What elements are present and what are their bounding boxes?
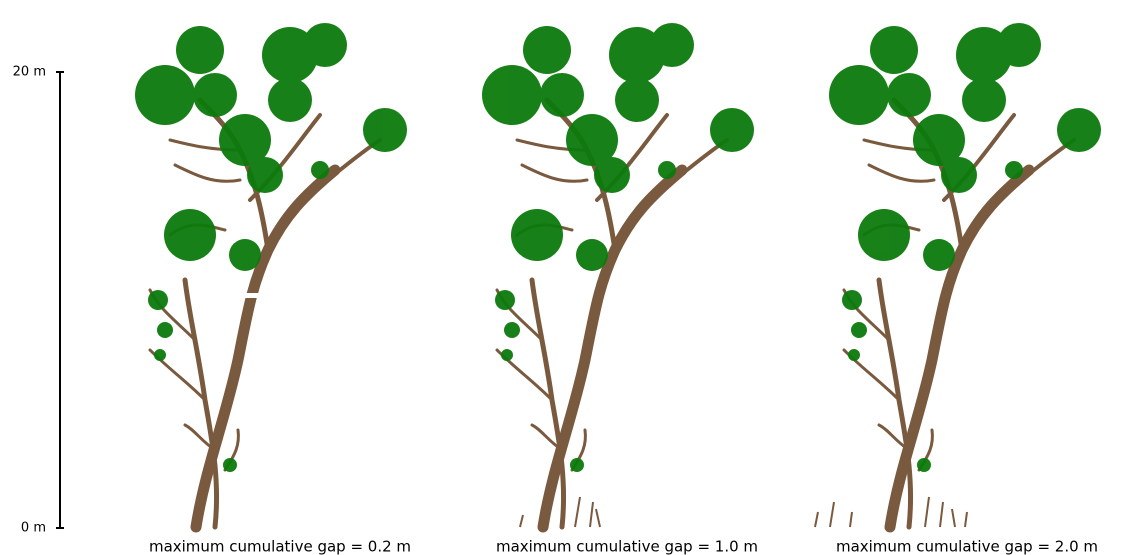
scale-label: 20 m (13, 65, 46, 80)
figure: 20 m 0 m maximum cumulative gap = 0.2 m … (0, 0, 1134, 555)
trunk-gap (236, 293, 260, 298)
panel-caption: maximum cumulative gap = 1.0 m (496, 538, 758, 555)
tree-reconstruction (482, 23, 754, 527)
panel-caption: maximum cumulative gap = 0.2 m (149, 538, 411, 555)
tree-reconstruction (829, 23, 1101, 527)
scale-label: 0 m (21, 521, 46, 536)
panel-caption: maximum cumulative gap = 2.0 m (836, 538, 1098, 555)
tree-reconstruction (135, 23, 407, 527)
